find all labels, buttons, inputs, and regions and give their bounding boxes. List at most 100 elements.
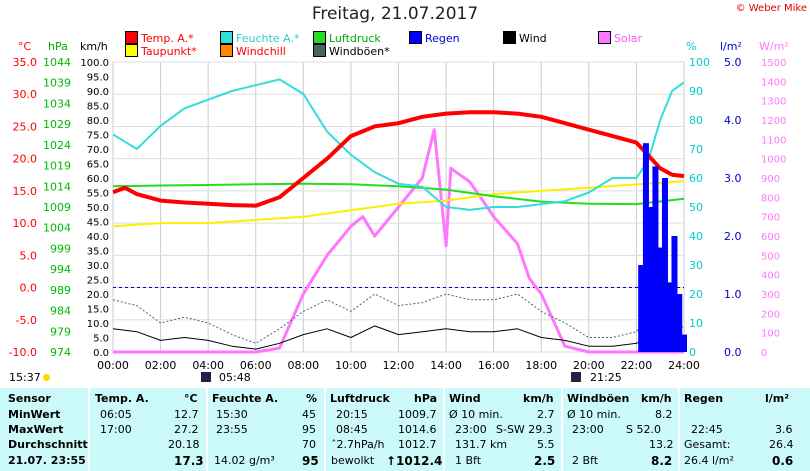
axis-tick-solar: 500 xyxy=(761,251,780,262)
legend-swatch-icon xyxy=(313,31,326,44)
axis-tick-humidity: 20 xyxy=(689,288,703,301)
axis-tick-solar: 1300 xyxy=(761,97,786,108)
divider xyxy=(88,388,90,471)
axis-tick-humidity: 40 xyxy=(689,230,703,243)
header-pressure-unit: hPa xyxy=(414,392,438,405)
wind-beaufort: 1 Bft xyxy=(455,454,482,467)
humidity-time: 23:55 xyxy=(216,423,248,436)
gusts-direction: S 52.0 xyxy=(626,423,661,436)
time-left-label: 15:37 xyxy=(9,371,41,384)
rain-bar xyxy=(638,265,645,352)
summary-table: Sensor Temp. A. °C Feuchte A. % Luftdruc… xyxy=(0,388,810,471)
weather-chart: 35.0 30.0 25.0 20.0 15.0 10.0 5.0 0.0 -5.0 -10.0 1… xyxy=(9,56,787,372)
axis-tick-wind: 80.0 xyxy=(87,116,109,127)
axis-tick-humidity: 80 xyxy=(689,114,703,127)
axis-tick-temp: -10.0 xyxy=(9,346,37,359)
rain-bar xyxy=(671,236,678,352)
x-tick-label: 12:00 xyxy=(383,359,415,372)
legend-gusts: Windböen* xyxy=(313,44,390,58)
axis-tick-rain: 0.0 xyxy=(724,346,742,359)
axis-tick-humidity: 70 xyxy=(689,143,703,156)
axis-tick-solar: 1200 xyxy=(761,116,786,127)
x-tick-label: 16:00 xyxy=(478,359,510,372)
legend-windchill: Windchill xyxy=(220,44,286,58)
axis-tick-temp: 20.0 xyxy=(13,153,38,166)
axis-tick-wind: 65.0 xyxy=(87,160,109,171)
wind-desc: Ø 10 min. xyxy=(449,408,503,421)
axis-tick-solar: 1000 xyxy=(761,155,786,166)
axis-tick-rain: 5.0 xyxy=(724,56,742,69)
x-tick-label: 20:00 xyxy=(573,359,605,372)
unit-pressure: hPa xyxy=(48,40,68,53)
legend-label: Solar xyxy=(614,32,643,45)
series-line-tempa xyxy=(112,110,685,208)
rain-total-label: Gesamt: xyxy=(684,438,731,451)
pressure-time: 08:45 xyxy=(336,423,368,436)
axis-tick-pressure: 1039 xyxy=(43,77,71,90)
x-tick-label: 22:00 xyxy=(621,359,653,372)
legend-rain: Regen xyxy=(409,31,460,45)
axis-tick-wind: 30.0 xyxy=(87,261,109,272)
x-tick-label: 04:00 xyxy=(192,359,224,372)
axis-tick-wind: 25.0 xyxy=(87,276,109,287)
axis-tick-solar: 900 xyxy=(761,174,780,185)
rain-total: 26.4 l/m² xyxy=(684,454,734,467)
rain-bar xyxy=(657,247,664,352)
row-label: Durchschnitt xyxy=(8,438,88,451)
axis-tick-temp: 35.0 xyxy=(13,56,38,69)
axis-tick-rain: 4.0 xyxy=(724,114,742,127)
axis-tick-solar: 300 xyxy=(761,290,780,301)
axis-tick-humidity: 30 xyxy=(689,259,703,272)
unit-solar: W/m² xyxy=(759,40,789,53)
gusts-value: 8.2 xyxy=(655,408,673,421)
legend-solar: Solar xyxy=(598,31,642,45)
series-line-taupunkt xyxy=(112,180,685,228)
wind-value: 2.7 xyxy=(537,408,555,421)
wind-distance: 131.7 km xyxy=(455,438,508,451)
axis-tick-solar: 600 xyxy=(761,232,780,243)
legend-label: Feuchte A.* xyxy=(236,32,300,45)
x-tick-label: 08:00 xyxy=(287,359,319,372)
axis-tick-humidity: 100 xyxy=(689,56,710,69)
axis-tick-temp: 15.0 xyxy=(13,185,38,198)
rain-bar xyxy=(647,207,654,352)
row-label: MinWert xyxy=(8,408,61,421)
rain-value: 3.6 xyxy=(775,423,793,436)
axis-tick-wind: 55.0 xyxy=(87,189,109,200)
unit-wind: km/h xyxy=(80,40,108,53)
axis-tick-pressure: 1034 xyxy=(43,97,71,110)
axis-tick-temp: 10.0 xyxy=(13,217,38,230)
legend-label: Windböen* xyxy=(329,45,390,58)
legend-swatch-icon xyxy=(313,44,326,57)
x-tick-label: 10:00 xyxy=(335,359,367,372)
divider xyxy=(443,388,445,471)
legend-pressure: Luftdruck xyxy=(313,31,381,45)
chart-title: Freitag, 21.07.2017 xyxy=(311,4,479,24)
x-tick-label: 14:00 xyxy=(430,359,462,372)
temp-time: 17:00 xyxy=(100,423,132,436)
axis-tick-solar: 800 xyxy=(761,193,780,204)
x-tick-label: 00:00 xyxy=(97,359,129,372)
temp-value: 20.18 xyxy=(168,438,200,451)
axis-tick-humidity: 50 xyxy=(689,201,703,214)
header-wind-unit: km/h xyxy=(523,392,554,405)
abs-humidity: 14.02 g/m³ xyxy=(214,454,275,467)
axis-tick-pressure: 994 xyxy=(50,263,71,276)
legend-swatch-icon xyxy=(125,31,138,44)
axis-tick-rain: 2.0 xyxy=(724,230,742,243)
axis-tick-pressure: 1009 xyxy=(43,201,71,214)
axis-tick-pressure: 1014 xyxy=(43,180,71,193)
axis-tick-humidity: 90 xyxy=(689,85,703,98)
header-humidity: Feuchte A. xyxy=(212,392,279,405)
rain-bar xyxy=(652,166,659,352)
axis-tick-wind: 0.0 xyxy=(93,348,109,359)
divider xyxy=(678,388,680,471)
axis-tick-wind: 45.0 xyxy=(87,218,109,229)
axis-tick-solar: 200 xyxy=(761,309,780,320)
rain-bar xyxy=(681,334,687,352)
legend-label: Wind xyxy=(519,32,547,45)
header-rain-unit: l/m² xyxy=(765,392,790,405)
legend-wind: Wind xyxy=(503,31,547,45)
gusts-desc: Ø 10 min. xyxy=(567,408,621,421)
axis-tick-wind: 15.0 xyxy=(87,305,109,316)
